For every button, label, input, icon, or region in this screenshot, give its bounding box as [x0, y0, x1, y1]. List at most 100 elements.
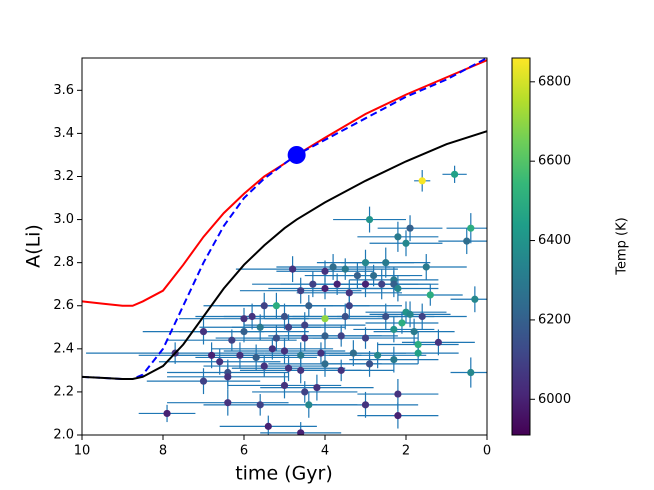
data-point	[305, 401, 313, 409]
y-tick-label: 3.2	[53, 169, 74, 184]
y-tick-label: 3.0	[53, 212, 74, 227]
data-point	[199, 327, 208, 336]
data-point	[390, 356, 398, 364]
x-tick-label: 0	[483, 444, 491, 459]
data-point	[280, 381, 289, 390]
data-point	[264, 422, 272, 430]
colorbar	[511, 57, 531, 436]
data-point	[260, 362, 268, 370]
data-point	[337, 332, 345, 340]
data-point	[394, 233, 402, 241]
data-point	[309, 280, 317, 288]
data-point	[224, 373, 232, 381]
colorbar-tick-label: 6600	[538, 154, 571, 169]
data-point	[418, 312, 426, 321]
colorbar-tick-label: 6200	[538, 312, 571, 327]
data-point	[349, 349, 357, 357]
data-point	[406, 224, 414, 232]
data-point	[382, 312, 390, 321]
data-point	[297, 351, 305, 359]
data-point	[361, 401, 370, 409]
highlight-marker	[287, 145, 306, 164]
data-point	[284, 364, 293, 372]
data-point	[268, 345, 276, 353]
x-tick-label: 8	[159, 444, 167, 459]
y-tick-label: 2.8	[53, 255, 74, 270]
data-point	[345, 302, 353, 310]
colorbar-tick-label: 6400	[538, 233, 571, 248]
data-point	[361, 334, 370, 342]
y-tick-label: 2.4	[53, 341, 74, 356]
data-point	[345, 289, 353, 297]
data-point	[321, 267, 329, 275]
data-point	[301, 334, 309, 342]
y-tick-label: 2.6	[53, 298, 74, 313]
data-point	[406, 310, 414, 318]
plot-layer	[82, 58, 487, 435]
data-point	[252, 353, 260, 362]
x-tick-label: 4	[321, 444, 329, 459]
data-point	[361, 280, 370, 288]
data-point	[333, 280, 341, 288]
data-point	[402, 239, 410, 247]
data-point	[414, 340, 422, 349]
data-point	[451, 170, 459, 178]
colorbar-label: Temp (K)	[615, 217, 630, 275]
data-point	[236, 351, 244, 359]
data-point	[418, 177, 426, 185]
data-point	[374, 351, 382, 359]
data-point	[208, 351, 216, 359]
data-point	[248, 312, 256, 321]
data-point	[341, 312, 349, 321]
data-point	[361, 259, 370, 267]
x-axis-label: time (Gyr)	[235, 463, 333, 485]
data-point	[463, 237, 471, 245]
data-point	[240, 315, 248, 323]
data-point	[297, 429, 305, 435]
data-point	[224, 399, 232, 407]
data-point	[434, 338, 442, 346]
data-point	[410, 327, 418, 336]
y-tick-label: 3.6	[53, 83, 74, 98]
y-tick-label: 2.0	[53, 428, 74, 443]
data-point	[382, 259, 390, 267]
x-tick-label: 6	[240, 444, 248, 459]
data-point	[240, 327, 248, 336]
data-point	[365, 215, 374, 224]
data-point	[199, 377, 208, 385]
data-point	[256, 401, 264, 409]
data-point	[280, 347, 289, 355]
data-point	[414, 349, 422, 357]
plot-frame	[81, 57, 488, 436]
colorbar-tick-label: 6800	[538, 74, 571, 89]
data-point	[353, 271, 361, 280]
data-point	[467, 368, 475, 377]
data-point	[365, 360, 374, 368]
data-point	[329, 263, 337, 271]
data-point	[280, 312, 289, 321]
data-point	[370, 271, 378, 280]
y-axis-label: A(Li)	[23, 224, 45, 268]
data-point	[341, 265, 349, 273]
y-tick-label: 3.4	[53, 126, 74, 141]
data-point	[228, 336, 236, 344]
data-point	[289, 265, 297, 273]
colorbar-tick-label: 6000	[538, 392, 571, 407]
model-line	[82, 130, 487, 380]
data-point	[394, 284, 402, 293]
data-point	[390, 325, 398, 334]
data-point	[467, 224, 475, 232]
data-point	[301, 321, 309, 329]
data-point	[398, 319, 406, 327]
data-point	[305, 302, 313, 310]
data-point	[256, 323, 264, 331]
data-point	[260, 302, 268, 310]
data-point	[337, 366, 345, 374]
x-tick-label: 10	[74, 444, 91, 459]
x-tick-label: 2	[402, 444, 410, 459]
data-point	[284, 323, 293, 331]
data-point	[378, 280, 386, 288]
data-point	[301, 388, 309, 396]
data-point	[272, 334, 280, 342]
